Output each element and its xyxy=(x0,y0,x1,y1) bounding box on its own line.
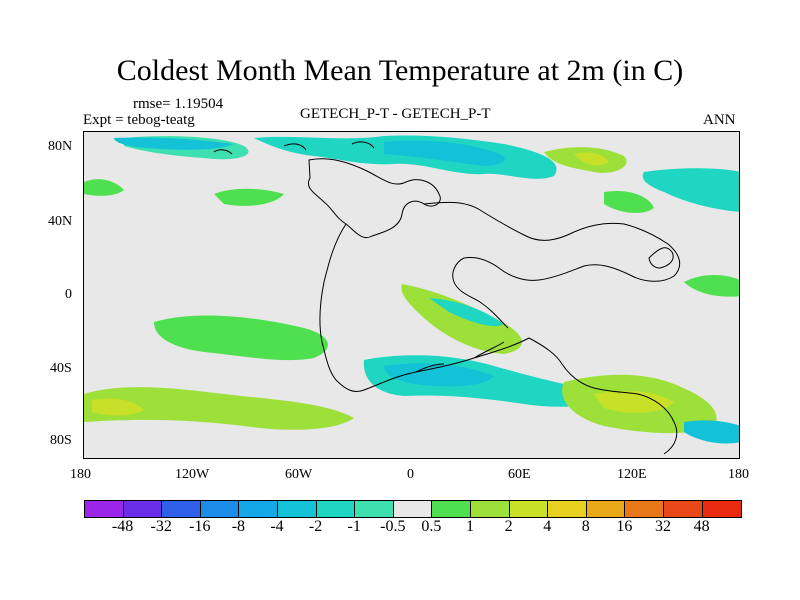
lat-tick-40s: 40S xyxy=(50,361,72,376)
anomaly-region-nw-warm-2 xyxy=(214,188,284,206)
coastline-east-island xyxy=(648,247,674,269)
anomaly-region-africa-warm xyxy=(401,284,523,354)
anomaly-region-siberia-warmer xyxy=(574,152,609,166)
anomaly-region-southeast-warmer xyxy=(594,390,674,413)
experiment-label: Expt = tebog-teatg xyxy=(83,112,195,128)
anomaly-region-southeast-cool xyxy=(684,420,739,444)
colorbar-label-4: -4 xyxy=(270,518,284,535)
coastline-north-island xyxy=(213,141,375,155)
colorbar-box-9 xyxy=(432,501,471,517)
lon-tick-0: 0 xyxy=(407,467,414,482)
colorbar-box-7 xyxy=(355,501,394,517)
colorbar-label-15: 48 xyxy=(693,518,710,535)
anomaly-region-east-cool xyxy=(642,168,739,212)
map-panel xyxy=(83,131,740,459)
colorbar-label-13: 16 xyxy=(616,518,633,535)
colorbar-box-1 xyxy=(123,501,163,517)
lon-tick-180-west: 180 xyxy=(70,467,91,482)
colorbar-label-1: -32 xyxy=(150,518,172,535)
anomaly-region-southwest-warmer xyxy=(92,398,144,416)
colorbar-label-14: 32 xyxy=(655,518,671,535)
colorbar-label-12: 8 xyxy=(581,518,590,535)
lon-tick-60e: 60E xyxy=(508,467,531,482)
lat-tick-80s: 80S xyxy=(50,433,72,448)
rmse-label: rmse= 1.19504 xyxy=(133,96,224,112)
colorbar-label-8: 0.5 xyxy=(421,518,442,535)
map-title: Coldest Month Mean Temperature at 2m (in… xyxy=(116,54,684,87)
comparison-label: GETECH_P-T - GETECH_P-T xyxy=(300,106,491,122)
colorbar-box-8 xyxy=(393,501,433,517)
anomaly-region-north-cooler xyxy=(384,140,505,166)
colorbar-box-6 xyxy=(316,501,356,517)
colorbar-label-5: -2 xyxy=(308,518,323,535)
anomaly-region-southwest-warm xyxy=(84,387,354,430)
colorbar-label-6: -1 xyxy=(347,518,361,535)
colorbar-box-0 xyxy=(85,501,124,517)
colorbar-box-3 xyxy=(200,501,240,517)
colorbar-box-14 xyxy=(625,501,664,517)
coastline-pangaea-central xyxy=(319,223,530,393)
continent-outlines xyxy=(213,141,681,455)
anomaly-region-nw-warm xyxy=(84,179,124,196)
coastline-laurasia-east xyxy=(423,201,681,282)
coastline-tethys xyxy=(452,257,509,329)
colorbar-box-13 xyxy=(586,501,626,517)
colorbar-label-3: -8 xyxy=(231,518,246,535)
anomaly-region-equator-warm xyxy=(154,315,328,361)
lat-tick-80n: 80N xyxy=(48,139,73,154)
lon-tick-120w: 120W xyxy=(175,467,210,482)
anomaly-region-arabia-warm xyxy=(684,275,739,297)
anomaly-region-africa-cool xyxy=(429,298,504,327)
anomaly-region-north-cooler-2 xyxy=(114,137,234,150)
lon-tick-180-east: 180 xyxy=(728,467,749,482)
coastline-pangaea-north xyxy=(308,158,441,238)
colorbar-box-16 xyxy=(702,501,742,517)
colorbar-box-2 xyxy=(162,501,201,517)
colorbar-label-9: 1 xyxy=(466,518,474,535)
colorbar-label-2: -16 xyxy=(189,518,211,535)
colorbar-label-10: 2 xyxy=(504,518,513,535)
colorbar-box-4 xyxy=(239,501,278,517)
colorbar-label-11: 4 xyxy=(543,518,552,535)
lon-tick-60w: 60W xyxy=(285,467,313,482)
colorbar-label-7: -0.5 xyxy=(380,518,406,535)
colorbar-label-0: -48 xyxy=(111,518,134,535)
colorbar-box-11 xyxy=(509,501,549,517)
anomaly-region-north-cool xyxy=(254,135,557,179)
anomaly-region-east-warm xyxy=(604,190,654,213)
anomaly-region-south-cooler xyxy=(384,363,494,387)
coastline-gondwana-south xyxy=(415,337,678,455)
lat-tick-0: 0 xyxy=(65,287,72,302)
season-label: ANN xyxy=(703,112,736,128)
colorbar xyxy=(84,500,743,518)
colorbar-box-15 xyxy=(663,501,703,517)
lat-tick-40n: 40N xyxy=(48,214,73,229)
colorbar-box-5 xyxy=(277,501,317,517)
lon-tick-120e: 120E xyxy=(617,467,647,482)
colorbar-box-10 xyxy=(470,501,510,517)
colorbar-box-12 xyxy=(548,501,587,517)
map-canvas xyxy=(84,132,739,458)
